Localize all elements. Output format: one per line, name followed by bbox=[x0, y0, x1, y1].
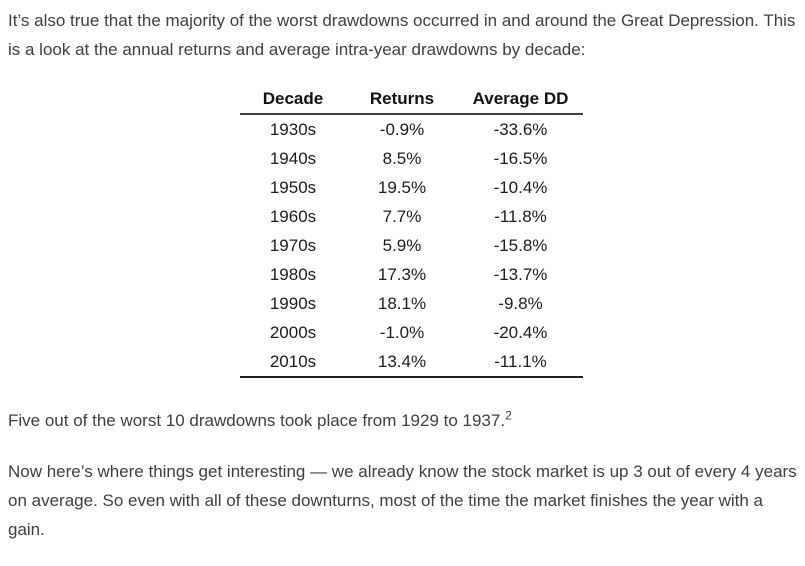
table-cell: 1990s bbox=[269, 294, 317, 313]
table-cell: 1980s bbox=[269, 265, 317, 284]
table-cell: -15.8% bbox=[493, 236, 548, 255]
table-cell: 2000s bbox=[269, 323, 317, 342]
table-cell: 13.4% bbox=[346, 347, 458, 378]
table-header-decade: Decade bbox=[240, 84, 346, 115]
article-page: It’s also true that the majority of the … bbox=[8, 11, 797, 539]
table-header-row: Decade Returns Average DD bbox=[240, 84, 583, 115]
table-cell: 7.7% bbox=[382, 207, 422, 226]
table-cell: 8.5% bbox=[382, 149, 422, 168]
table-cell: 17.3% bbox=[377, 265, 427, 284]
paragraph-intro: It’s also true that the majority of the … bbox=[8, 11, 796, 59]
table-cell: 1930s bbox=[269, 120, 317, 139]
table-row: 2010s 13.4% -11.1% bbox=[240, 347, 583, 378]
paragraph-drawdowns-text: Five out of the worst 10 drawdowns took … bbox=[8, 411, 506, 430]
table-row: 1960s 7.7% -11.8% bbox=[240, 202, 583, 231]
table-cell: 1950s bbox=[269, 178, 317, 197]
table-cell: -16.5% bbox=[493, 149, 548, 168]
table-cell: -0.9% bbox=[379, 120, 425, 139]
table-row: 1980s 17.3% -13.7% bbox=[240, 260, 583, 289]
footnote-reference-2: 2 bbox=[505, 408, 512, 423]
table-row: 1970s 5.9% -15.8% bbox=[240, 231, 583, 260]
paragraph-drawdowns: Five out of the worst 10 drawdowns took … bbox=[8, 406, 797, 435]
table-cell: -11.8% bbox=[494, 207, 547, 226]
table-header-returns: Returns bbox=[346, 84, 458, 115]
table-row: 1990s 18.1% -9.8% bbox=[240, 289, 583, 318]
table-cell: 18.1% bbox=[377, 294, 427, 313]
table-row: 2000s -1.0% -20.4% bbox=[240, 318, 583, 347]
decade-returns-table: Decade Returns Average DD 1930s -0.9% -3… bbox=[240, 84, 583, 378]
table-header-average-dd: Average DD bbox=[458, 84, 583, 115]
table-row: 1930s -0.9% -33.6% bbox=[240, 114, 583, 144]
table-cell: 5.9% bbox=[382, 236, 422, 255]
table-cell: 2010s bbox=[240, 347, 346, 378]
table-cell: 1970s bbox=[269, 236, 317, 255]
table-row: 1940s 8.5% -16.5% bbox=[240, 144, 583, 173]
table-cell: -11.1% bbox=[458, 347, 583, 378]
table-cell: 1960s bbox=[269, 207, 317, 226]
decade-returns-figure: Decade Returns Average DD 1930s -0.9% -3… bbox=[240, 84, 583, 378]
table-cell: -9.8% bbox=[498, 294, 543, 313]
table-cell: 1940s bbox=[269, 149, 317, 168]
table-cell: -10.4% bbox=[493, 178, 548, 197]
table-cell: -33.6% bbox=[493, 120, 548, 139]
table-row: 1950s 19.5% -10.4% bbox=[240, 173, 583, 202]
table-cell: 19.5% bbox=[377, 178, 427, 197]
table-cell: -1.0% bbox=[379, 323, 425, 342]
table-cell: -13.7% bbox=[493, 265, 548, 284]
paragraph-interesting: Now here’s where things get interesting … bbox=[8, 462, 797, 539]
table-cell: -20.4% bbox=[493, 323, 548, 342]
